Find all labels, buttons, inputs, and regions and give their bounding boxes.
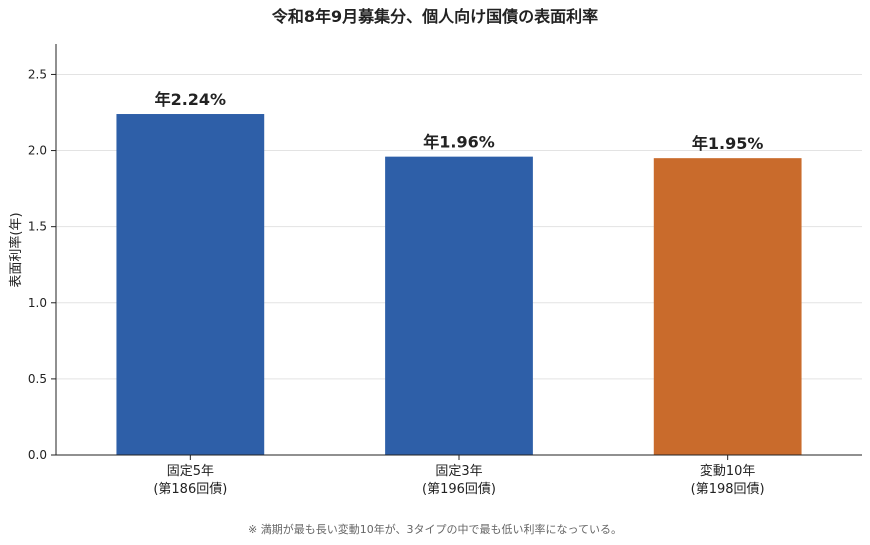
x-category-labels: 固定5年 (第186回債) 固定3年 (第196回債) 変動10年 (第198回債) bbox=[153, 455, 765, 497]
x-category-label: 固定5年 bbox=[167, 464, 214, 479]
footnote: ※ 満期が最も長い変動10年が、3タイプの中で最も低い利率になっている。 bbox=[248, 522, 622, 536]
bars bbox=[116, 114, 802, 456]
bar-data-label: 年2.24% bbox=[155, 90, 227, 109]
y-tick-label: 0.5 bbox=[28, 372, 47, 386]
data-labels: 年2.24% 年1.96% 年1.95% bbox=[155, 90, 764, 153]
y-tick-label: 0.0 bbox=[28, 448, 47, 462]
x-category-label: 変動10年 bbox=[700, 463, 756, 479]
y-tick-label: 1.5 bbox=[28, 220, 47, 234]
y-tick-label: 1.0 bbox=[28, 296, 47, 310]
bar bbox=[385, 156, 533, 455]
bar bbox=[653, 158, 802, 455]
y-tick-label: 2.5 bbox=[28, 67, 47, 81]
bar bbox=[116, 114, 265, 456]
bar-data-label: 年1.95% bbox=[692, 134, 764, 153]
x-category-sublabel: (第186回債) bbox=[153, 482, 227, 497]
x-category-label: 固定3年 bbox=[435, 464, 482, 479]
x-category-sublabel: (第196回債) bbox=[422, 482, 496, 497]
y-tick-label: 2.0 bbox=[28, 144, 47, 158]
chart-title: 令和8年9月募集分、個人向け国債の表面利率 bbox=[271, 7, 598, 26]
x-category-sublabel: (第198回債) bbox=[691, 482, 765, 497]
y-ticks: 0.0 0.5 1.0 1.5 2.0 2.5 bbox=[28, 67, 56, 462]
bar-data-label: 年1.96% bbox=[423, 133, 495, 152]
y-axis-label: 表面利率(年) bbox=[8, 212, 24, 287]
